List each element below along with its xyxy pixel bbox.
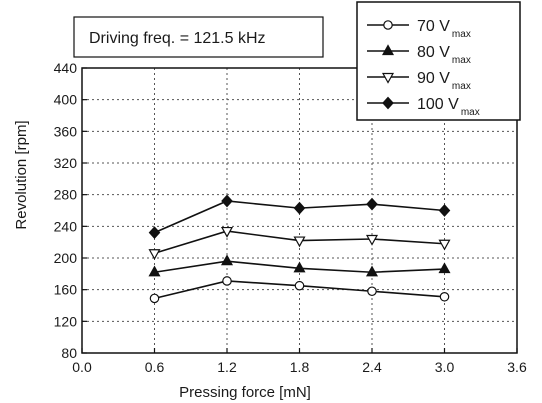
x-tick-label: 1.8 xyxy=(290,359,310,375)
legend-marker xyxy=(384,21,392,29)
data-point xyxy=(440,205,450,216)
data-point xyxy=(367,199,377,210)
y-tick-label: 200 xyxy=(54,250,78,266)
y-tick-label: 440 xyxy=(54,60,78,76)
y-tick-label: 80 xyxy=(61,345,77,361)
y-tick-label: 160 xyxy=(54,282,78,298)
data-point xyxy=(150,227,160,238)
series-4 xyxy=(150,196,450,239)
data-point xyxy=(295,282,303,290)
data-point xyxy=(440,240,450,249)
data-point xyxy=(368,287,376,295)
x-tick-label: 1.2 xyxy=(217,359,237,375)
x-tick-label: 0.6 xyxy=(145,359,165,375)
data-point xyxy=(367,267,377,276)
y-tick-label: 240 xyxy=(54,218,78,234)
y-tick-label: 280 xyxy=(54,187,78,203)
data-point xyxy=(295,203,305,214)
y-tick-label: 320 xyxy=(54,155,78,171)
data-point xyxy=(223,277,231,285)
driving-frequency-label: Driving freq. = 121.5 kHz xyxy=(89,30,266,47)
x-tick-label: 3.6 xyxy=(507,359,527,375)
y-axis-label: Revolution [rpm] xyxy=(13,120,30,229)
x-tick-label: 0.0 xyxy=(72,359,92,375)
data-point xyxy=(295,237,305,246)
data-point xyxy=(222,196,232,207)
annotation-box: Driving freq. = 121.5 kHz xyxy=(74,17,323,57)
data-point xyxy=(440,264,450,273)
data-point xyxy=(222,256,232,265)
y-tick-label: 360 xyxy=(54,123,78,139)
x-axis-label: Pressing force [mN] xyxy=(179,384,311,401)
y-tick-label: 400 xyxy=(54,92,78,108)
data-point xyxy=(150,250,160,259)
y-tick-label: 120 xyxy=(54,313,78,329)
x-tick-label: 2.4 xyxy=(362,359,382,375)
x-tick-label: 3.0 xyxy=(435,359,455,375)
data-point xyxy=(150,294,158,302)
data-point xyxy=(440,293,448,301)
